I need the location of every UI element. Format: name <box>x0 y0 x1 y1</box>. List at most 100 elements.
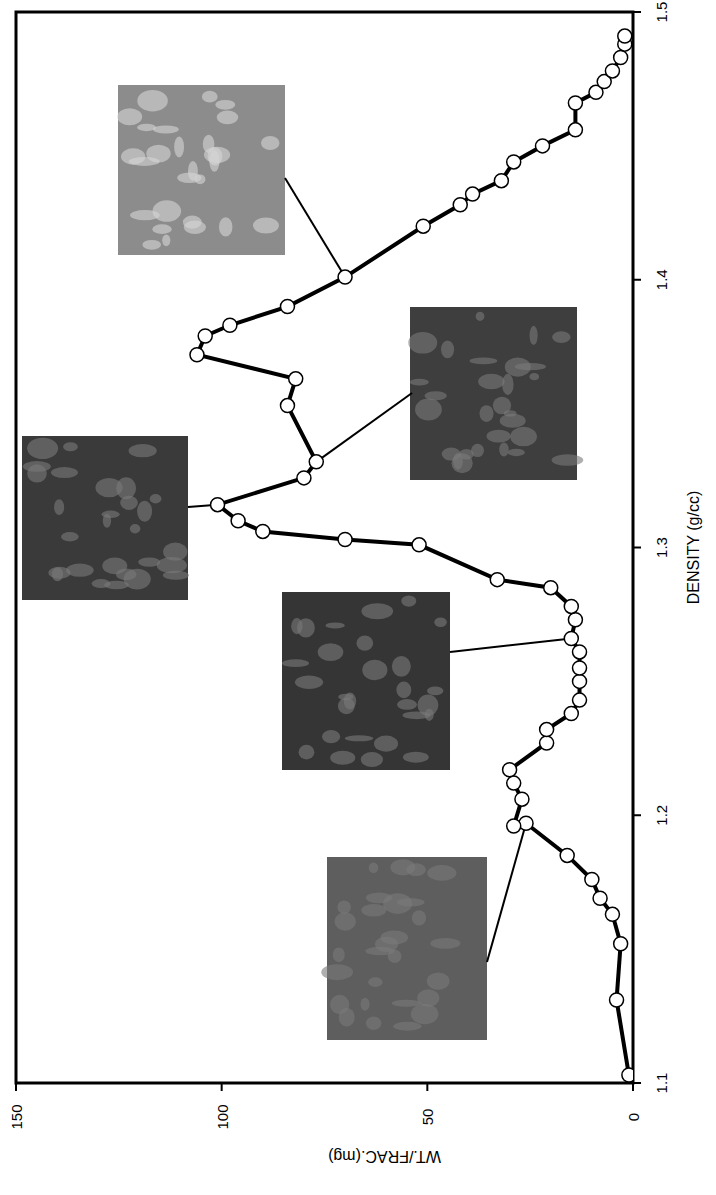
grain <box>184 221 206 235</box>
grain <box>295 675 323 689</box>
data-point <box>573 674 587 688</box>
micrograph-image <box>327 857 487 1040</box>
grain <box>162 234 170 246</box>
data-point <box>540 723 554 737</box>
grain <box>157 557 187 573</box>
data-point <box>540 736 554 750</box>
leader-line <box>487 823 526 962</box>
grain <box>215 100 235 110</box>
grain <box>297 618 315 637</box>
micrograph-image <box>118 85 285 255</box>
data-point <box>490 573 504 587</box>
series <box>190 29 633 1082</box>
grain <box>121 148 145 164</box>
data-point <box>416 219 430 233</box>
data-point <box>494 174 508 188</box>
grain <box>177 173 201 183</box>
x-tick-label: 1.5 <box>653 2 670 23</box>
data-point <box>605 907 619 921</box>
grain <box>471 444 484 457</box>
grain <box>361 752 383 767</box>
grain <box>499 442 509 456</box>
data-point <box>338 532 352 546</box>
grain <box>318 643 344 661</box>
grain <box>153 125 179 133</box>
grain <box>397 699 417 710</box>
x-tick <box>633 1082 641 1084</box>
grain <box>146 145 170 163</box>
grain <box>403 752 429 763</box>
grain <box>383 893 412 914</box>
data-point <box>564 632 578 646</box>
grain <box>130 210 160 220</box>
grain <box>410 379 429 386</box>
grain <box>27 464 47 482</box>
grain <box>427 687 443 696</box>
grain <box>427 865 456 881</box>
grain <box>393 1022 421 1031</box>
grain <box>361 904 386 917</box>
micrograph-image <box>282 592 450 770</box>
grain <box>116 477 136 499</box>
data-point <box>573 645 587 659</box>
x-tick-label: 1.4 <box>653 269 670 290</box>
data-point <box>256 524 270 538</box>
data-point <box>338 270 352 284</box>
x-tick <box>633 279 641 281</box>
grain <box>51 467 78 478</box>
grain <box>333 947 345 962</box>
micrograph <box>321 857 487 1040</box>
micrograph <box>282 592 450 770</box>
grain <box>369 863 379 873</box>
grain <box>368 977 382 987</box>
x-tick <box>633 814 641 816</box>
x-tick-label: 1.1 <box>653 1073 670 1094</box>
y-tick-label: 50 <box>419 1109 436 1126</box>
x-tick-label: 1.3 <box>653 537 670 558</box>
y-tick <box>15 1083 17 1091</box>
grain <box>330 751 355 765</box>
data-point <box>231 514 245 528</box>
grain <box>441 340 454 358</box>
grain <box>476 312 485 321</box>
grain <box>487 430 511 443</box>
grain <box>434 617 446 627</box>
data-point <box>412 538 426 552</box>
grain <box>396 682 411 699</box>
data-point <box>568 613 582 627</box>
grain <box>253 217 279 233</box>
grain <box>202 91 218 103</box>
grain <box>361 998 370 1011</box>
data-point <box>507 776 521 790</box>
grain <box>412 910 426 925</box>
grain <box>321 964 353 980</box>
data-point <box>564 707 578 721</box>
y-tick <box>426 1083 428 1091</box>
grain <box>552 454 584 466</box>
data-point <box>280 300 294 314</box>
data-point <box>614 51 628 65</box>
grain <box>362 660 387 680</box>
grain <box>470 358 498 365</box>
data-point <box>573 693 587 707</box>
data-point <box>453 198 467 212</box>
grain <box>63 442 78 451</box>
grain <box>330 995 349 1014</box>
chart: 1.11.21.31.41.5050100150DENSITY (g/cc)WT… <box>0 0 716 1195</box>
data-point <box>507 155 521 169</box>
grain <box>217 110 238 124</box>
data-point <box>618 29 632 43</box>
data-point <box>536 139 550 153</box>
grain <box>401 595 416 606</box>
grain <box>380 930 408 944</box>
y-tick <box>632 1083 634 1091</box>
y-tick-label: 100 <box>214 1104 231 1129</box>
grain <box>61 532 79 541</box>
plot-frame <box>16 12 633 1083</box>
grain <box>142 240 161 250</box>
grain <box>415 399 442 421</box>
micrograph-image <box>410 307 577 480</box>
data-point <box>515 792 529 806</box>
grain <box>408 332 437 354</box>
grain <box>510 427 537 447</box>
